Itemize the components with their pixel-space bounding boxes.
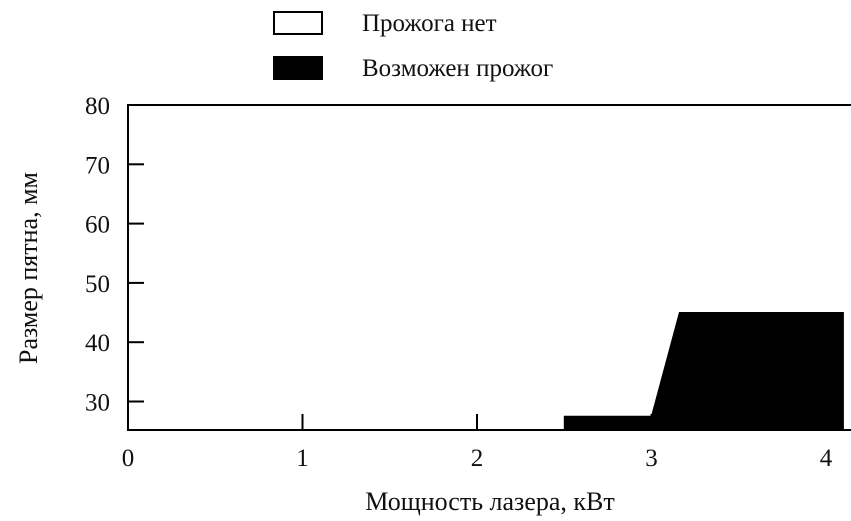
x-tick-label: 4 [820, 445, 833, 472]
y-ticks: 30 40 50 60 70 80 [85, 93, 144, 417]
x-tick-label: 1 [296, 445, 309, 472]
burn-region-area [563, 312, 844, 431]
x-axis-label: Мощность лазера, кВт [365, 487, 615, 516]
y-tick-label: 60 [85, 212, 110, 239]
x-tick-label: 3 [645, 445, 658, 472]
plot-area: 0 1 2 3 4 30 40 50 60 70 80 [85, 93, 851, 472]
y-tick-label: 40 [85, 330, 110, 357]
x-ticks: 0 1 2 3 4 [122, 414, 833, 472]
legend-label-no-burn: Прожога нет [362, 10, 497, 37]
legend: Прожога нет Возможен прожог [273, 10, 553, 82]
y-tick-label: 80 [85, 93, 110, 120]
x-tick-label: 0 [122, 445, 135, 472]
y-tick-label: 30 [85, 390, 110, 417]
legend-swatch-no-burn [273, 11, 323, 35]
legend-label-burn: Возможен прожог [362, 55, 553, 82]
x-tick-label: 2 [471, 445, 484, 472]
y-tick-label: 50 [85, 271, 110, 298]
y-tick-label: 70 [85, 152, 110, 179]
plot-frame [127, 104, 851, 431]
y-axis-label: Размер пятна, мм [14, 172, 43, 364]
legend-swatch-burn [273, 56, 323, 80]
